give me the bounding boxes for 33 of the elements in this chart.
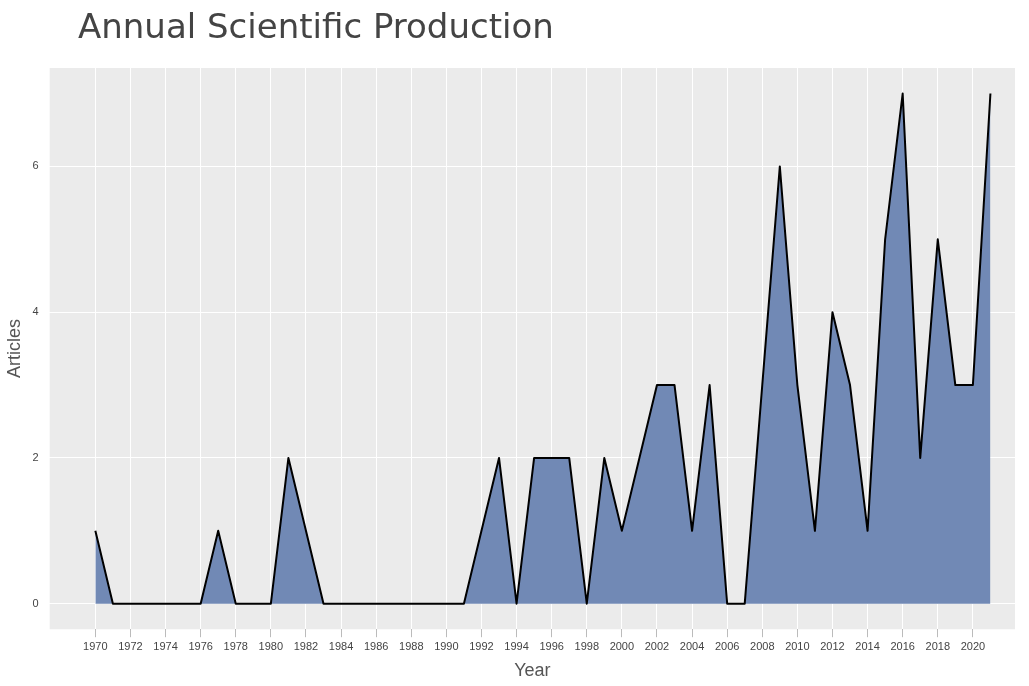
x-tick-label: 2006 bbox=[714, 639, 740, 652]
x-tick-label: 2008 bbox=[750, 639, 775, 652]
x-tick-label: 1992 bbox=[469, 639, 494, 652]
x-tick-label: 2000 bbox=[609, 639, 635, 652]
x-tick-label: 2010 bbox=[785, 639, 810, 652]
x-tick-label: 1984 bbox=[328, 639, 354, 652]
x-tick-label: 1982 bbox=[293, 639, 319, 652]
y-tick-label: 2 bbox=[32, 450, 39, 463]
x-tick-label: 1976 bbox=[188, 639, 213, 652]
x-tick-label: 1988 bbox=[399, 639, 424, 652]
y-axis-title: Articles bbox=[3, 319, 24, 379]
x-tick-label: 1974 bbox=[153, 639, 178, 652]
x-tick-label: 1978 bbox=[223, 639, 248, 652]
x-tick-label: 2002 bbox=[644, 639, 670, 652]
x-tick-label: 1994 bbox=[504, 639, 529, 652]
x-tick-label: 2014 bbox=[855, 639, 880, 652]
x-tick-label: 1970 bbox=[83, 639, 108, 652]
y-tick-label: 0 bbox=[32, 596, 39, 609]
x-axis-title: Year bbox=[514, 660, 551, 681]
y-tick-label: 4 bbox=[32, 305, 39, 318]
chart-title: Annual Scientific Production bbox=[78, 6, 554, 46]
x-tick-label: 2004 bbox=[679, 639, 705, 652]
x-tick-label: 2018 bbox=[925, 639, 951, 652]
x-tick-label: 2020 bbox=[960, 639, 986, 652]
y-tick-label: 6 bbox=[32, 159, 39, 172]
x-tick-label: 1996 bbox=[539, 639, 564, 652]
x-tick-label: 1980 bbox=[258, 639, 284, 652]
x-tick-label: 1998 bbox=[574, 639, 600, 652]
x-tick-label: 2012 bbox=[820, 639, 845, 652]
x-tick-label: 1990 bbox=[434, 639, 459, 652]
x-tick-label: 2016 bbox=[890, 639, 915, 652]
x-tick-label: 1972 bbox=[118, 639, 143, 652]
x-tick-label: 1986 bbox=[363, 639, 389, 652]
